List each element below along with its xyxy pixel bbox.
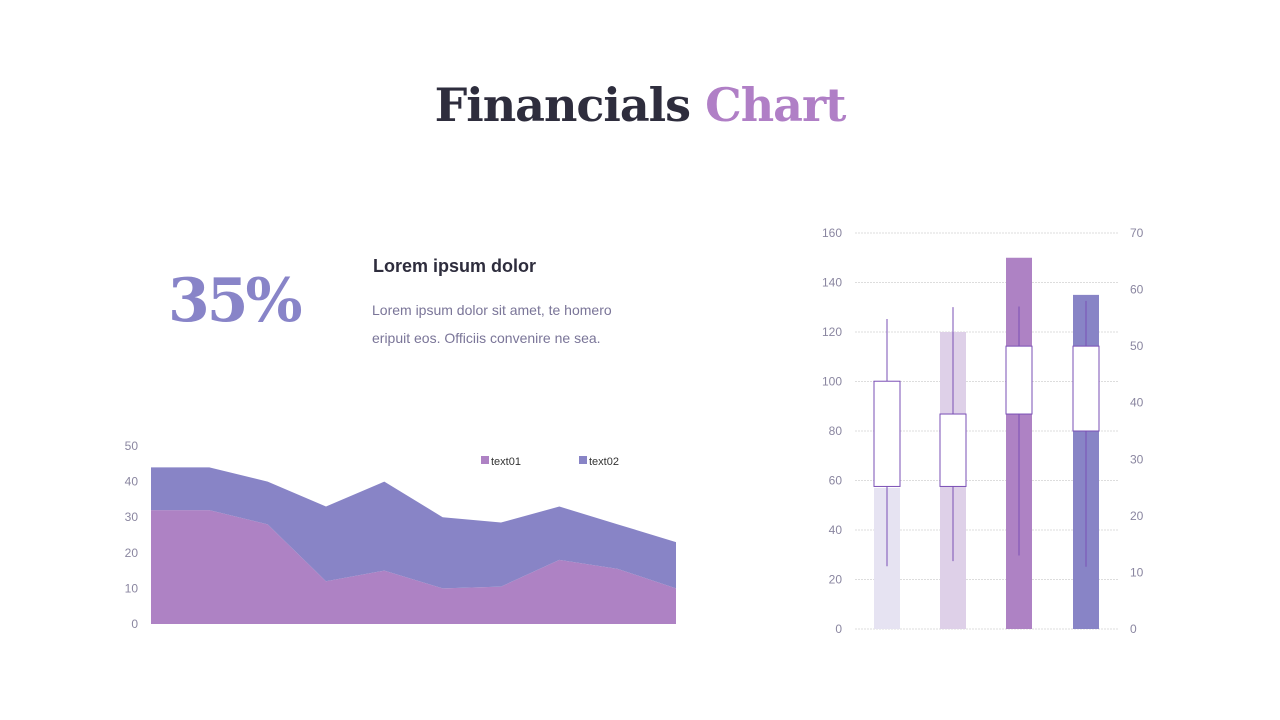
y-right-tick-label: 60	[1130, 283, 1144, 297]
area-series-text01	[151, 510, 676, 624]
y-tick-label: 30	[125, 510, 139, 524]
y-right-tick-label: 70	[1130, 226, 1144, 240]
legend-label-text01: text01	[491, 456, 521, 468]
y-right-tick-label: 20	[1130, 509, 1144, 523]
candle-body	[1005, 345, 1033, 415]
y-tick-label: 10	[125, 581, 139, 595]
y-right-tick-label: 30	[1130, 452, 1144, 466]
y-tick-label: 0	[131, 617, 138, 631]
candle-body	[873, 380, 901, 487]
y-left-tick-label: 60	[829, 474, 843, 488]
y-tick-label: 40	[125, 475, 139, 489]
y-right-tick-label: 10	[1130, 565, 1144, 579]
legend-swatch-text01	[481, 456, 489, 464]
legend-label-text02: text02	[589, 456, 619, 468]
page-title: Financials Chart	[0, 78, 1280, 132]
y-right-tick-label: 0	[1130, 622, 1137, 636]
candle-body	[939, 413, 967, 487]
y-left-tick-label: 160	[822, 226, 842, 240]
stat-text: Lorem ipsum dolor sit amet, te homero er…	[372, 302, 612, 346]
area-series-text02	[151, 467, 676, 589]
legend-swatch-text02	[579, 456, 587, 464]
y-left-tick-label: 40	[829, 523, 843, 537]
y-left-tick-label: 0	[835, 622, 842, 636]
stat-value: 35%	[168, 266, 303, 336]
candle-body	[1072, 345, 1100, 432]
y-left-tick-label: 20	[829, 573, 843, 587]
y-left-tick-label: 140	[822, 276, 842, 290]
y-right-tick-label: 50	[1130, 339, 1144, 353]
y-left-tick-label: 80	[829, 424, 843, 438]
stat-heading: Lorem ipsum dolor	[373, 256, 537, 276]
y-right-tick-label: 40	[1130, 396, 1144, 410]
title-part2: Chart	[705, 78, 846, 132]
y-left-tick-label: 100	[822, 375, 842, 389]
y-tick-label: 20	[125, 546, 139, 560]
title-part1: Financials	[434, 78, 691, 132]
y-left-tick-label: 120	[822, 325, 842, 339]
y-tick-label: 50	[125, 439, 139, 453]
